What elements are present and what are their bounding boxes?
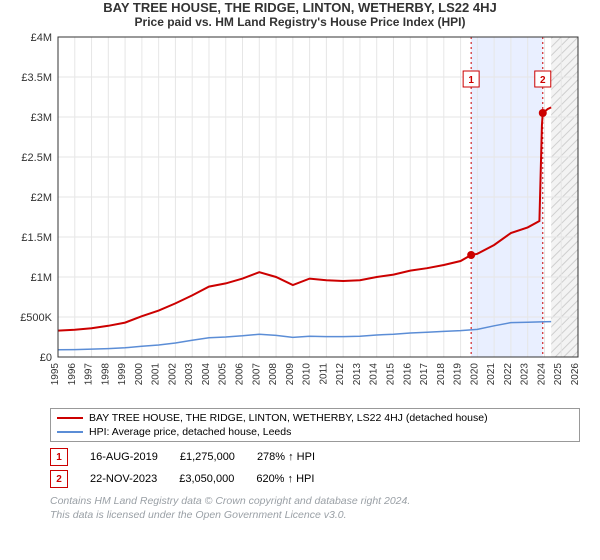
legend-label: BAY TREE HOUSE, THE RIDGE, LINTON, WETHE… <box>89 412 488 424</box>
svg-text:1995: 1995 <box>50 363 61 386</box>
svg-text:2: 2 <box>540 75 546 86</box>
svg-text:2012: 2012 <box>335 363 346 386</box>
svg-text:£2M: £2M <box>31 192 52 204</box>
svg-text:£500K: £500K <box>20 312 52 324</box>
legend-row: HPI: Average price, detached house, Leed… <box>57 425 573 439</box>
svg-text:1998: 1998 <box>100 363 111 386</box>
event-marker: 2 <box>50 470 68 488</box>
attribution: Contains HM Land Registry data © Crown c… <box>50 494 580 522</box>
svg-text:2006: 2006 <box>235 363 246 386</box>
svg-text:£1M: £1M <box>31 272 52 284</box>
svg-text:2024: 2024 <box>536 363 547 386</box>
svg-text:1996: 1996 <box>67 363 78 386</box>
svg-text:2008: 2008 <box>268 363 279 386</box>
attribution-line: This data is licensed under the Open Gov… <box>50 508 580 522</box>
event-row: 2 22-NOV-2023 £3,050,000 620% ↑ HPI <box>50 468 580 490</box>
svg-text:2009: 2009 <box>285 363 296 386</box>
svg-text:2004: 2004 <box>201 363 212 386</box>
svg-text:2019: 2019 <box>453 363 464 386</box>
svg-text:2017: 2017 <box>419 363 430 386</box>
svg-text:2005: 2005 <box>218 363 229 386</box>
svg-text:2018: 2018 <box>436 363 447 386</box>
event-price: £3,050,000 <box>179 473 234 485</box>
legend-label: HPI: Average price, detached house, Leed… <box>89 426 291 438</box>
price-chart: £0 £500K £1M £1.5M £2M £2.5M £3M £3.5M £4M 1995 19… <box>0 29 600 399</box>
svg-text:2015: 2015 <box>385 363 396 386</box>
svg-text:2010: 2010 <box>302 363 313 386</box>
svg-text:2025: 2025 <box>553 363 564 386</box>
legend-row: BAY TREE HOUSE, THE RIDGE, LINTON, WETHE… <box>57 411 573 425</box>
svg-text:1997: 1997 <box>84 363 95 386</box>
event-row: 1 16-AUG-2019 £1,275,000 278% ↑ HPI <box>50 446 580 468</box>
svg-text:2022: 2022 <box>503 363 514 386</box>
legend-swatch <box>57 417 83 419</box>
chart-subtitle: Price paid vs. HM Land Registry's House … <box>0 15 600 29</box>
svg-text:2021: 2021 <box>486 363 497 386</box>
svg-text:£1.5M: £1.5M <box>21 232 52 244</box>
svg-text:£4M: £4M <box>31 32 52 44</box>
attribution-line: Contains HM Land Registry data © Crown c… <box>50 494 580 508</box>
event-marker: 1 <box>50 448 68 466</box>
chart-title: BAY TREE HOUSE, THE RIDGE, LINTON, WETHE… <box>0 0 600 15</box>
svg-text:2026: 2026 <box>570 363 581 386</box>
event-vs-hpi: 278% ↑ HPI <box>257 451 315 463</box>
svg-text:2020: 2020 <box>469 363 480 386</box>
legend-swatch <box>57 431 83 433</box>
svg-text:2016: 2016 <box>402 363 413 386</box>
events-table: 1 16-AUG-2019 £1,275,000 278% ↑ HPI 2 22… <box>50 446 580 490</box>
svg-text:2000: 2000 <box>134 363 145 386</box>
svg-text:2007: 2007 <box>251 363 262 386</box>
event-vs-hpi: 620% ↑ HPI <box>256 473 314 485</box>
svg-text:1: 1 <box>468 75 474 86</box>
svg-text:£0: £0 <box>40 352 52 364</box>
svg-text:2013: 2013 <box>352 363 363 386</box>
svg-text:£3.5M: £3.5M <box>21 72 52 84</box>
svg-text:2014: 2014 <box>369 363 380 386</box>
svg-text:2001: 2001 <box>151 363 162 386</box>
svg-text:£2.5M: £2.5M <box>21 152 52 164</box>
svg-text:2003: 2003 <box>184 363 195 386</box>
legend: BAY TREE HOUSE, THE RIDGE, LINTON, WETHE… <box>50 408 580 442</box>
svg-text:1999: 1999 <box>117 363 128 386</box>
svg-text:2002: 2002 <box>167 363 178 386</box>
svg-text:2023: 2023 <box>520 363 531 386</box>
svg-text:£3M: £3M <box>31 112 52 124</box>
event-date: 16-AUG-2019 <box>90 451 158 463</box>
event-price: £1,275,000 <box>180 451 235 463</box>
svg-text:2011: 2011 <box>318 363 329 385</box>
event-date: 22-NOV-2023 <box>90 473 157 485</box>
